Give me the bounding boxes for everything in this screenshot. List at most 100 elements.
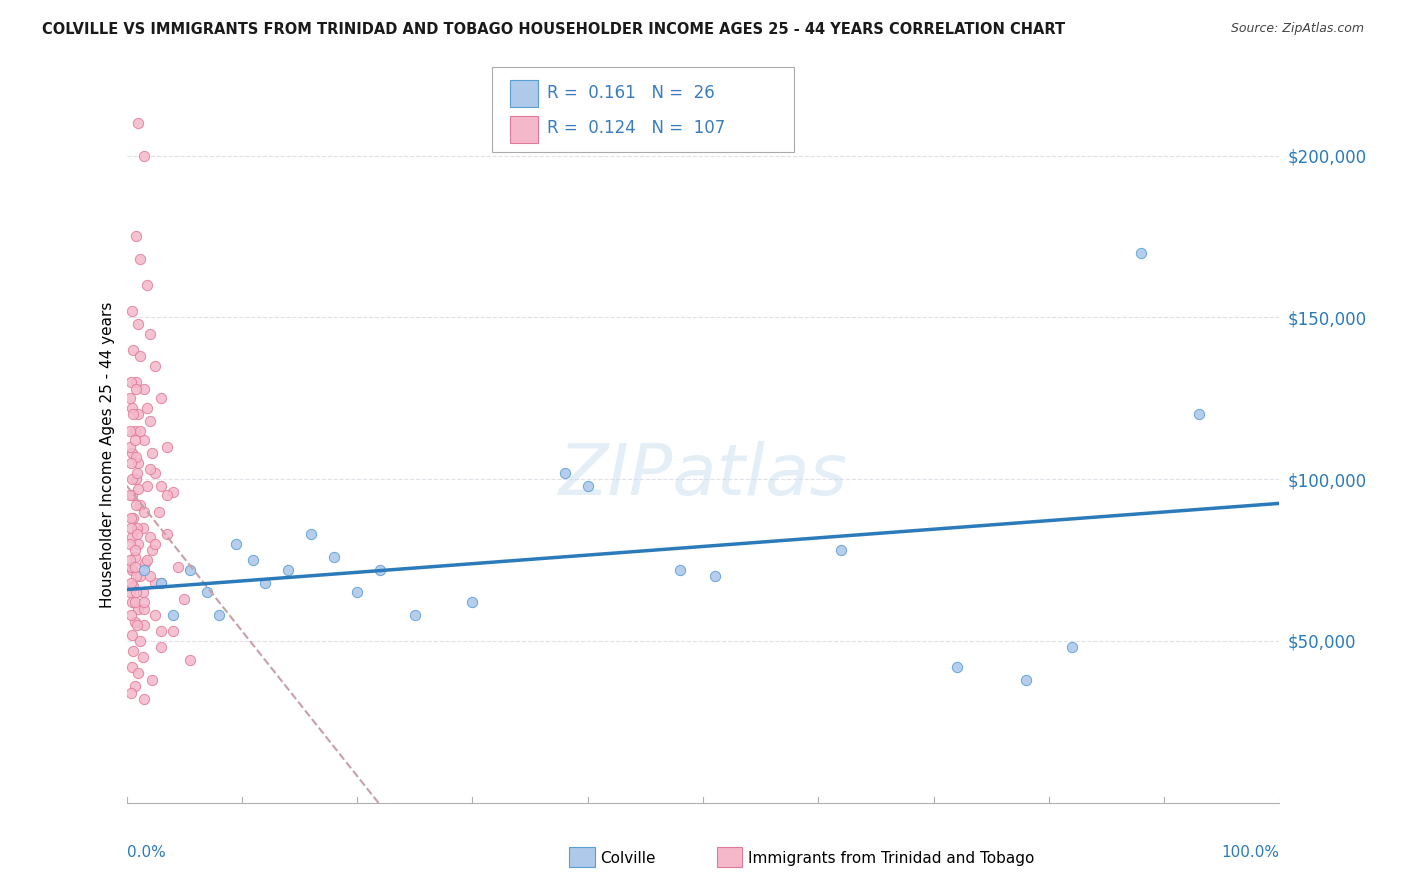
Point — [368, 563, 391, 577]
Point — [132, 434, 155, 448]
Point — [127, 666, 149, 681]
Point — [404, 608, 426, 623]
Point — [125, 472, 148, 486]
Point — [136, 478, 159, 492]
Point — [132, 563, 155, 577]
Point — [1015, 673, 1038, 687]
Point — [118, 424, 141, 438]
Point — [121, 488, 143, 502]
Point — [138, 462, 160, 476]
Point — [208, 608, 231, 623]
Point — [125, 375, 148, 389]
Text: R =  0.161   N =  26: R = 0.161 N = 26 — [547, 84, 714, 102]
Point — [125, 585, 148, 599]
Point — [120, 521, 142, 535]
Point — [150, 640, 173, 655]
Point — [156, 488, 179, 502]
Point — [121, 563, 143, 577]
Point — [124, 424, 146, 438]
Point — [145, 359, 166, 373]
Point — [576, 478, 599, 492]
Point — [120, 375, 142, 389]
Point — [129, 498, 152, 512]
Point — [121, 531, 143, 545]
Text: Source: ZipAtlas.com: Source: ZipAtlas.com — [1230, 22, 1364, 36]
Point — [121, 401, 143, 415]
Point — [127, 408, 149, 422]
Point — [134, 557, 156, 571]
Point — [145, 608, 166, 623]
Point — [830, 543, 852, 558]
Point — [554, 466, 576, 480]
Point — [132, 504, 155, 518]
Point — [127, 456, 149, 470]
Point — [141, 446, 163, 460]
Point — [127, 537, 149, 551]
Point — [125, 229, 148, 244]
Point — [120, 456, 142, 470]
Point — [136, 401, 159, 415]
Point — [346, 585, 368, 599]
Point — [124, 543, 146, 558]
Point — [195, 585, 218, 599]
Point — [132, 382, 155, 396]
Point — [150, 478, 173, 492]
Point — [125, 382, 148, 396]
Point — [121, 84, 143, 98]
Point — [131, 650, 153, 665]
Text: 0.0%: 0.0% — [127, 845, 166, 860]
Text: Colville: Colville — [600, 851, 655, 865]
Point — [121, 446, 143, 460]
Point — [124, 549, 146, 564]
Text: Immigrants from Trinidad and Tobago: Immigrants from Trinidad and Tobago — [748, 851, 1035, 865]
Point — [132, 692, 155, 706]
Point — [122, 579, 145, 593]
Point — [125, 617, 148, 632]
Point — [124, 434, 146, 448]
Point — [120, 559, 142, 574]
Point — [138, 569, 160, 583]
Point — [118, 392, 141, 406]
Point — [669, 563, 692, 577]
Point — [124, 595, 146, 609]
Point — [179, 563, 201, 577]
Point — [125, 521, 148, 535]
Point — [118, 537, 141, 551]
Text: R =  0.124   N =  107: R = 0.124 N = 107 — [547, 120, 725, 137]
Point — [125, 527, 148, 541]
Point — [150, 575, 173, 590]
Point — [138, 326, 160, 341]
Point — [125, 450, 148, 464]
Point — [120, 686, 142, 700]
Point — [162, 624, 184, 639]
Point — [124, 679, 146, 693]
Point — [122, 511, 145, 525]
Point — [323, 549, 346, 564]
Point — [141, 543, 163, 558]
Point — [127, 482, 149, 496]
Point — [136, 553, 159, 567]
Point — [131, 585, 153, 599]
Point — [122, 343, 145, 357]
Point — [132, 595, 155, 609]
Point — [1130, 245, 1153, 260]
Point — [132, 601, 155, 615]
Point — [120, 608, 142, 623]
Point — [121, 472, 143, 486]
Point — [162, 608, 184, 623]
Point — [945, 660, 967, 674]
Point — [253, 575, 276, 590]
Point — [299, 527, 322, 541]
Point — [150, 575, 173, 590]
Point — [150, 392, 173, 406]
Point — [703, 569, 725, 583]
Point — [173, 591, 195, 606]
Point — [121, 627, 143, 641]
Point — [118, 488, 141, 502]
Point — [125, 569, 148, 583]
Point — [125, 466, 148, 480]
Y-axis label: Householder Income Ages 25 - 44 years: Householder Income Ages 25 - 44 years — [100, 301, 115, 608]
Point — [162, 485, 184, 500]
Point — [179, 653, 201, 667]
Point — [277, 563, 299, 577]
